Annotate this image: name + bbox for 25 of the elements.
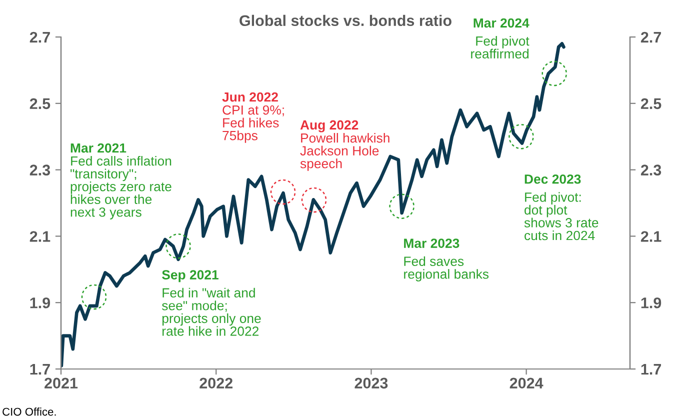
annotation: Mar 2024 Fed pivot reaffirmed <box>471 18 530 58</box>
y-tick-label: 1.9 <box>30 297 50 308</box>
y-tick-label: 2.3 <box>30 164 50 176</box>
y-tick-label: 2.1 <box>30 231 50 242</box>
y2-tick-label: 2.3 <box>640 164 662 176</box>
annotation: Aug 2022 Powell hawkish Jackson Hole speech <box>300 120 390 171</box>
annotation: Jun 2022 CPI at 9%; Fed hikes 75bps <box>222 92 284 143</box>
y-tick-label: 2.7 <box>30 32 50 43</box>
text: CIO Office. <box>2 408 56 416</box>
y-tick-label: 1.7 <box>30 364 50 375</box>
x-tick-label: 2022 <box>200 378 232 389</box>
y2-tick-label: 2.5 <box>640 98 662 110</box>
x-tick-label: 2021 <box>44 378 78 389</box>
y-tick-label: 2.5 <box>30 98 50 110</box>
y2-tick-label: 2.1 <box>640 231 662 242</box>
annotation: Mar 2021 Fed calls inflation "transitory"; projects zero rate hikes over the next 3 years <box>70 143 172 220</box>
y2-tick-label: 1.9 <box>641 297 662 308</box>
y2-tick-label: 2.7 <box>640 32 661 43</box>
annotation: Dec 2023 Fed pivot: dot plot shows 3 rate cuts in 2024 <box>524 174 598 240</box>
y2-tick-label: 1.7 <box>641 364 661 375</box>
chart-title: Global stocks vs. bonds ratio <box>240 14 452 26</box>
annotation: Mar 2023 Fed saves regional banks <box>404 238 489 282</box>
annotation: Sep 2021 Fed in "wait and see" mode; projects only one rate hike in 2022 <box>162 270 261 336</box>
x-tick-label: 2023 <box>354 378 388 389</box>
x-tick-label: 2024 <box>510 378 544 389</box>
